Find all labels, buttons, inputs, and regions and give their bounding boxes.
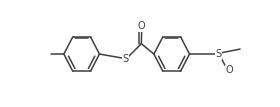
Text: O: O (137, 21, 145, 31)
Text: S: S (123, 54, 129, 64)
Text: S: S (215, 49, 221, 59)
Text: O: O (225, 65, 233, 75)
